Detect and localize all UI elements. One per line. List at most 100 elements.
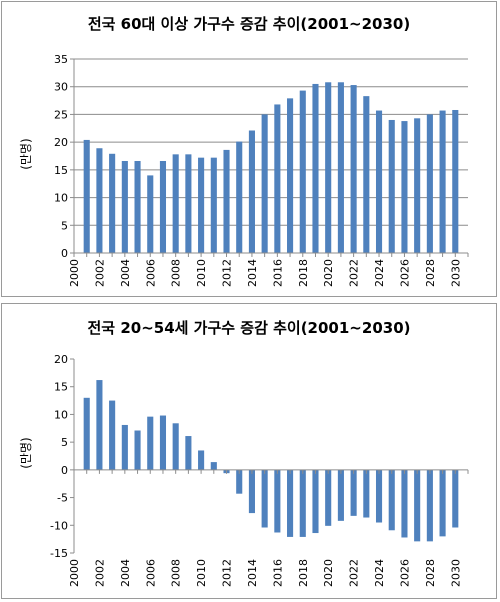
y-tick-label: 20 bbox=[54, 353, 68, 366]
bar bbox=[325, 469, 332, 526]
bar bbox=[147, 175, 154, 253]
bar bbox=[121, 424, 128, 470]
x-tick-label: 2004 bbox=[119, 259, 132, 287]
y-tick-label: 5 bbox=[61, 219, 68, 232]
x-tick-label: 2026 bbox=[398, 559, 411, 587]
x-tick-label: 2024 bbox=[373, 559, 386, 587]
bar bbox=[299, 90, 306, 253]
x-tick-label: 2006 bbox=[144, 559, 157, 587]
bar bbox=[261, 469, 268, 528]
x-tick-label: 2018 bbox=[297, 559, 310, 587]
bar bbox=[172, 154, 179, 253]
y-tick-label: 25 bbox=[54, 108, 68, 121]
bar bbox=[388, 469, 395, 531]
bar bbox=[452, 109, 459, 253]
bar bbox=[198, 450, 205, 470]
x-tick-label: 2030 bbox=[449, 559, 462, 587]
bar bbox=[439, 110, 446, 253]
bar bbox=[274, 104, 281, 253]
bar bbox=[287, 469, 294, 537]
chart-panel-60plus: 전국 60대 이상 가구수 증감 추이(2001~2030) (만명) 0 5 10… bbox=[1, 1, 497, 297]
x-tick-label: 2028 bbox=[424, 259, 437, 287]
chart-panel-20to54: 전국 20~54세 가구수 증감 추이(2001~2030) (만명) -15 -… bbox=[1, 303, 497, 599]
bar bbox=[96, 148, 103, 253]
y-tick-label: 15 bbox=[54, 164, 68, 177]
bar bbox=[363, 469, 370, 518]
chart-title: 전국 20~54세 가구수 증감 추이(2001~2030) bbox=[88, 319, 411, 337]
x-tick-label: 2030 bbox=[449, 259, 462, 287]
bar bbox=[210, 157, 217, 253]
y-tick-label: 10 bbox=[54, 192, 68, 205]
bar bbox=[147, 416, 154, 470]
bar bbox=[134, 160, 141, 253]
y-tick-label: -5 bbox=[57, 492, 68, 505]
bar bbox=[185, 154, 192, 253]
bar bbox=[375, 110, 383, 253]
y-tick-label: -10 bbox=[50, 519, 68, 532]
bar bbox=[350, 85, 357, 254]
bar bbox=[337, 82, 344, 253]
x-tick-label: 2010 bbox=[195, 559, 208, 587]
x-tick-label: 2020 bbox=[322, 559, 335, 587]
x-tick-label: 2008 bbox=[170, 559, 183, 587]
x-tick-label: 2016 bbox=[271, 559, 284, 587]
bar bbox=[414, 469, 421, 542]
x-tick-label: 2002 bbox=[93, 259, 106, 287]
y-axis-label: (만명) bbox=[19, 138, 33, 169]
bar bbox=[159, 415, 167, 470]
bar bbox=[159, 160, 167, 253]
x-tick-label: 2012 bbox=[221, 259, 234, 287]
x-tick-label: 2006 bbox=[144, 259, 157, 287]
bar bbox=[83, 139, 90, 253]
bar bbox=[312, 469, 319, 534]
bar bbox=[287, 98, 294, 254]
chart-60plus-svg: 전국 60대 이상 가구수 증감 추이(2001~2030) (만명) 0 5 10… bbox=[19, 15, 469, 287]
x-tick-label: 2016 bbox=[271, 259, 284, 287]
x-tick-label: 2002 bbox=[93, 559, 106, 587]
x-tick-label: 2000 bbox=[68, 259, 81, 287]
bar bbox=[83, 397, 90, 470]
bar bbox=[236, 141, 243, 253]
x-tick-label: 2024 bbox=[373, 259, 386, 287]
bar bbox=[414, 118, 421, 254]
y-tick-label: 15 bbox=[54, 381, 68, 394]
bar bbox=[375, 469, 383, 523]
bar bbox=[426, 469, 433, 542]
bar bbox=[134, 430, 141, 470]
x-tick-label: 2022 bbox=[348, 259, 361, 287]
chart-20to54-svg: 전국 20~54세 가구수 증감 추이(2001~2030) (만명) -15 -… bbox=[19, 319, 469, 587]
bar bbox=[401, 469, 408, 538]
bar bbox=[198, 157, 205, 253]
bar bbox=[452, 469, 459, 528]
x-tick-label: 2026 bbox=[398, 259, 411, 287]
bar bbox=[223, 149, 230, 253]
bar bbox=[350, 469, 357, 516]
x-tick-label: 2014 bbox=[246, 259, 259, 287]
x-tick-label: 2018 bbox=[297, 259, 310, 287]
y-axis-label: (만명) bbox=[19, 437, 33, 468]
x-tick-label: 2012 bbox=[221, 559, 234, 587]
y-tick-label: -15 bbox=[50, 547, 68, 560]
bar bbox=[248, 130, 255, 253]
y-tick-label: 0 bbox=[61, 464, 68, 477]
bar bbox=[96, 380, 103, 470]
x-tick-label: 2020 bbox=[322, 259, 335, 287]
plot-area: -15 -10 -5 0 5 10 15 20 2000 2002 2004 2006 2008 2010… bbox=[50, 353, 469, 587]
bar bbox=[426, 114, 433, 253]
bar bbox=[337, 469, 344, 521]
bar bbox=[109, 400, 116, 470]
y-tick-label: 0 bbox=[61, 247, 68, 260]
plot-area: 0 5 10 15 20 25 30 35 2000 2002 2004 2006 2008 2010 20… bbox=[54, 53, 469, 287]
bar bbox=[248, 469, 255, 514]
x-tick-label: 2022 bbox=[348, 559, 361, 587]
chart-title: 전국 60대 이상 가구수 증감 추이(2001~2030) bbox=[88, 15, 410, 33]
y-tick-label: 5 bbox=[61, 436, 68, 449]
bar bbox=[363, 96, 370, 253]
x-tick-label: 2004 bbox=[119, 559, 132, 587]
bar bbox=[109, 153, 116, 253]
bar bbox=[236, 469, 243, 494]
x-tick-label: 2028 bbox=[424, 559, 437, 587]
bar bbox=[261, 114, 268, 253]
bar bbox=[401, 121, 408, 253]
bar bbox=[210, 462, 217, 470]
